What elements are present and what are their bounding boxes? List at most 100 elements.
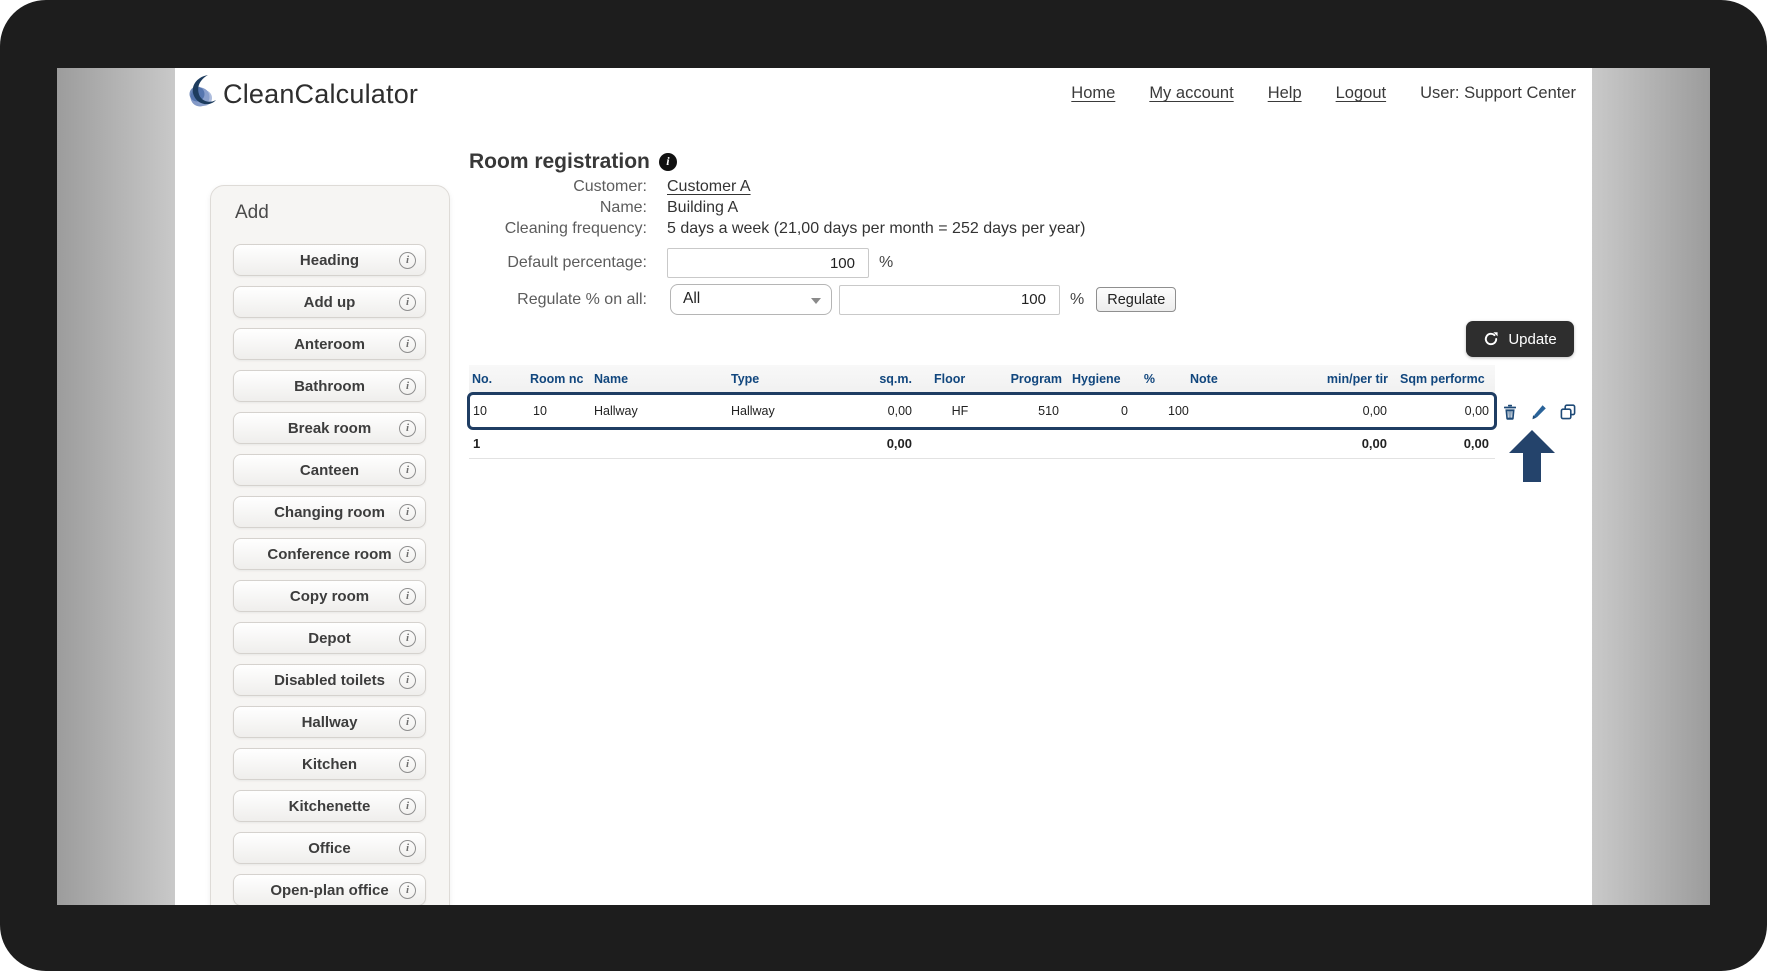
regulate-scope-dropdown[interactable]: All [670, 284, 832, 315]
info-icon[interactable]: i [399, 420, 416, 437]
total-min-per-time: 0,00 [1361, 436, 1387, 451]
info-icon[interactable]: i [399, 462, 416, 479]
top-navigation: Home My account Help Logout User: Suppor… [1071, 84, 1576, 103]
nav-logout-link[interactable]: Logout [1335, 84, 1387, 102]
add-button-label: Copy room [289, 587, 370, 605]
add-button-label: Open-plan office [270, 881, 389, 899]
add-button-label: Anteroom [294, 335, 365, 353]
col-header-sqm-performance[interactable]: Sqm performc [1400, 372, 1485, 386]
sidebar-title: Add [235, 202, 269, 223]
building-name-label: Name: [599, 199, 647, 216]
add-button-anteroom[interactable]: Anteroom i [233, 328, 426, 360]
regulate-scope-selected: All [683, 290, 701, 307]
brand-logo[interactable]: CleanCalculator [187, 74, 418, 115]
add-button-changing-room[interactable]: Changing room i [233, 496, 426, 528]
add-button-add-up[interactable]: Add up i [233, 286, 426, 318]
col-header-no[interactable]: No. [472, 372, 493, 386]
info-icon[interactable]: i [399, 546, 416, 563]
customer-row: Customer: Customer A [415, 178, 751, 196]
cell-floor: HF [951, 404, 969, 418]
cell-room-no: 10 [533, 404, 547, 418]
page-title: Room registration i [469, 150, 677, 174]
room-table-header: No. Room nc Name Type sq.m. Floor Progra… [469, 365, 1495, 393]
col-header-hygiene[interactable]: Hygiene [1072, 372, 1121, 386]
pointer-arrow-annotation [1509, 430, 1555, 487]
col-header-floor[interactable]: Floor [934, 372, 966, 386]
add-button-open-plan-office[interactable]: Open-plan office i [233, 874, 426, 905]
cell-hygiene: 0 [1121, 404, 1128, 418]
col-header-percent[interactable]: % [1143, 372, 1155, 386]
info-icon[interactable]: i [399, 336, 416, 353]
nav-help-link[interactable]: Help [1267, 84, 1302, 102]
default-percentage-input[interactable] [667, 248, 869, 278]
add-button-heading[interactable]: Heading i [233, 244, 426, 276]
add-button-label: Heading [299, 251, 360, 269]
col-header-type[interactable]: Type [731, 372, 760, 386]
total-count: 1 [473, 436, 481, 451]
room-table-row[interactable]: 10 10 Hallway Hallway 0,00 HF 510 0 100 … [469, 393, 1495, 429]
cell-type: Hallway [731, 404, 775, 418]
total-sqm-performance: 0,00 [1463, 436, 1489, 451]
building-name-value: Building A [667, 199, 739, 216]
percent-sign: % [879, 254, 894, 271]
left-gutter [57, 68, 175, 905]
add-button-label: Bathroom [294, 377, 365, 395]
add-button-office[interactable]: Office i [233, 832, 426, 864]
copy-icon[interactable] [1560, 404, 1576, 420]
info-icon[interactable]: i [399, 756, 416, 773]
cell-name: Hallway [594, 404, 638, 418]
add-button-label: Depot [308, 629, 351, 647]
col-header-min-per-time[interactable]: min/per tir [1326, 372, 1388, 386]
add-button-kitchenette[interactable]: Kitchenette i [233, 790, 426, 822]
edit-pencil-icon[interactable] [1531, 404, 1547, 420]
nav-my-account-link[interactable]: My account [1149, 84, 1234, 102]
nav-home-link[interactable]: Home [1071, 84, 1116, 102]
col-header-program[interactable]: Program [1010, 372, 1062, 386]
page-info-icon[interactable]: i [658, 153, 677, 171]
info-icon[interactable]: i [399, 672, 416, 689]
add-button-hallway[interactable]: Hallway i [233, 706, 426, 738]
info-icon[interactable]: i [399, 630, 416, 647]
info-icon[interactable]: i [399, 294, 416, 311]
cleaning-frequency-value: 5 days a week (21,00 days per month = 25… [667, 220, 1086, 237]
info-icon[interactable]: i [399, 798, 416, 815]
delete-icon[interactable] [1502, 404, 1518, 420]
row-actions [1502, 404, 1576, 420]
info-icon[interactable]: i [399, 840, 416, 857]
add-button-copy-room[interactable]: Copy room i [233, 580, 426, 612]
cell-percent: 100 [1168, 404, 1189, 418]
col-header-name[interactable]: Name [594, 372, 629, 386]
add-button-disabled-toilets[interactable]: Disabled toilets i [233, 664, 426, 696]
add-button-canteen[interactable]: Canteen i [233, 454, 426, 486]
percent-sign: % [1070, 290, 1085, 308]
add-button-kitchen[interactable]: Kitchen i [233, 748, 426, 780]
info-icon[interactable]: i [399, 714, 416, 731]
add-button-conference-room[interactable]: Conference room i [233, 538, 426, 570]
add-button-label: Hallway [301, 713, 358, 731]
info-icon[interactable]: i [399, 504, 416, 521]
col-header-sqm[interactable]: sq.m. [879, 372, 912, 386]
add-button-bathroom[interactable]: Bathroom i [233, 370, 426, 402]
add-button-label: Kitchen [301, 755, 357, 773]
name-row: Name: Building A [415, 199, 738, 217]
info-icon[interactable]: i [399, 588, 416, 605]
cell-program: 510 [1038, 404, 1059, 418]
add-button-label: Canteen [299, 461, 360, 479]
update-button[interactable]: Update [1466, 321, 1574, 357]
logo-swirl-icon [187, 74, 219, 115]
add-button-break-room[interactable]: Break room i [233, 412, 426, 444]
regulate-label: Regulate % on all: [517, 290, 647, 308]
logged-in-user-label: User: Support Center [1420, 84, 1576, 102]
info-icon[interactable]: i [399, 882, 416, 899]
col-header-room-no[interactable]: Room nc [530, 372, 584, 386]
cell-min-per-time: 0,00 [1362, 404, 1387, 418]
customer-link[interactable]: Customer A [667, 178, 751, 195]
add-button-label: Add up [303, 293, 356, 311]
regulate-percentage-input[interactable] [839, 284, 1060, 315]
regulate-button[interactable]: Regulate [1096, 287, 1177, 312]
add-button-depot[interactable]: Depot i [233, 622, 426, 654]
col-header-note[interactable]: Note [1190, 372, 1218, 386]
info-icon[interactable]: i [399, 252, 416, 269]
info-icon[interactable]: i [399, 378, 416, 395]
